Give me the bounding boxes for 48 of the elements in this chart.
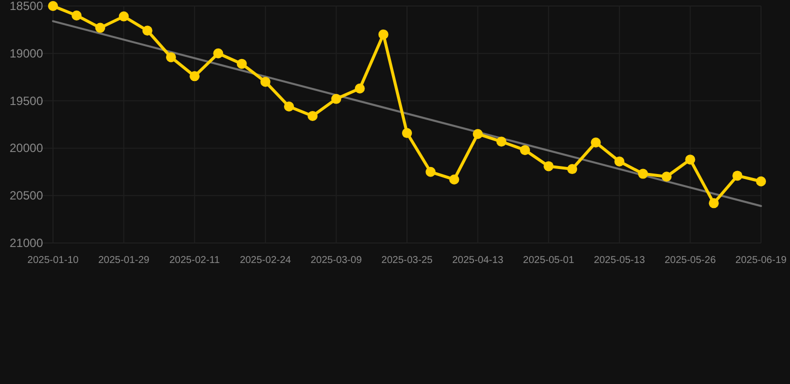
point (496, 136, 506, 147)
point (308, 110, 318, 121)
y-tick-label: 18500 (10, 0, 44, 13)
point (685, 154, 696, 165)
y-tick-label: 21000 (10, 236, 44, 250)
point (520, 145, 530, 156)
x-tick-label: 2025-01-29 (98, 255, 150, 266)
point (260, 76, 270, 87)
point (354, 83, 365, 94)
y-tick-label: 19500 (10, 94, 44, 108)
x-tick-label: 2025-02-24 (240, 255, 292, 266)
x-tick-label: 2025-02-11 (169, 255, 220, 266)
point (236, 58, 247, 69)
x-tick-label: 2025-03-09 (310, 255, 362, 266)
point (614, 156, 624, 166)
point (544, 161, 554, 172)
point (402, 128, 412, 138)
x-tick-label: 2025-01-10 (27, 255, 80, 266)
point (331, 94, 342, 104)
point (72, 10, 82, 20)
point (732, 170, 742, 181)
point (166, 52, 176, 62)
point (756, 176, 766, 186)
point (48, 1, 58, 11)
point (426, 166, 436, 177)
point (95, 22, 106, 33)
y-tick-label: 20000 (10, 141, 44, 156)
point (378, 29, 388, 40)
y-tick-label: 19000 (10, 46, 44, 60)
point (638, 168, 648, 179)
point (567, 164, 578, 174)
x-tick-label: 2025-06-19 (735, 255, 788, 266)
point (449, 174, 460, 184)
x-tick-label: 2025-05-26 (664, 255, 716, 266)
point (708, 198, 719, 208)
y-tick-label: 20500 (10, 188, 44, 203)
x-tick-label: 2025-05-13 (594, 255, 646, 266)
x-tick-label: 2025-04-13 (452, 255, 504, 266)
point (662, 172, 672, 182)
x-tick-label: 2025-03-25 (381, 255, 434, 266)
point (590, 138, 601, 148)
point (190, 71, 200, 82)
point (472, 128, 483, 139)
x-tick-label: 2025-05-01 (523, 255, 575, 266)
point (284, 101, 294, 112)
point (213, 48, 224, 58)
point (118, 11, 129, 22)
point (142, 26, 152, 36)
